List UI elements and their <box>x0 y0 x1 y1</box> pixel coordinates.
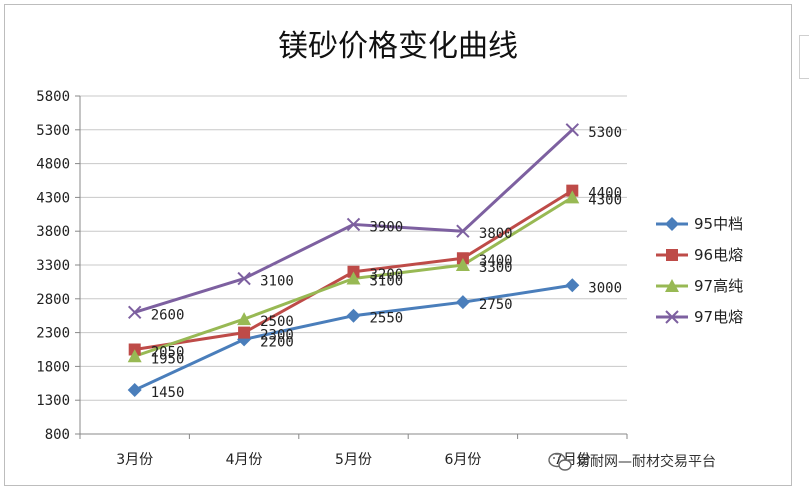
legend-marker <box>665 217 679 231</box>
data-label: 3400 <box>479 253 513 269</box>
legend-label: 97高纯 <box>694 277 743 295</box>
legend-item: 97高纯 <box>656 277 743 295</box>
data-point-marker <box>237 312 252 326</box>
data-label: 3300 <box>479 260 513 276</box>
marker-x-stroke <box>237 271 251 286</box>
data-point-marker <box>346 217 361 232</box>
data-label: 2750 <box>479 297 513 313</box>
data-point-marker <box>127 305 142 320</box>
y-tick-label: 2300 <box>36 326 70 342</box>
axes <box>75 95 628 439</box>
adjacent-panel-edge <box>799 35 809 79</box>
y-tick-label: 5800 <box>36 89 70 105</box>
data-label: 4400 <box>588 186 622 202</box>
marker-x-stroke <box>665 310 679 324</box>
data-point-marker <box>456 224 470 238</box>
data-label: 3800 <box>479 226 513 242</box>
legend-marker <box>666 249 678 261</box>
data-label: 3100 <box>260 274 294 290</box>
wechat-icon <box>548 452 572 471</box>
y-tick-label: 1300 <box>36 393 70 409</box>
grid-lines <box>80 95 627 435</box>
data-point-marker <box>455 258 470 271</box>
marker-x-stroke <box>346 217 361 232</box>
y-tick-label: 800 <box>45 427 70 443</box>
data-label: 2300 <box>260 328 294 344</box>
y-tick-label: 4300 <box>36 190 70 206</box>
y-tick-label: 3800 <box>36 224 70 240</box>
y-tick-label: 2800 <box>36 292 70 308</box>
chart-title: 镁砂价格变化曲线 <box>278 29 518 64</box>
series-markers <box>127 123 580 398</box>
data-point-marker <box>565 190 580 204</box>
data-label: 1950 <box>151 351 185 367</box>
data-point-marker <box>346 308 361 323</box>
data-label: 3900 <box>370 219 404 235</box>
data-label: 2500 <box>260 314 294 330</box>
x-tick-label: 5月份 <box>335 452 372 468</box>
y-tick-label: 3300 <box>36 258 70 274</box>
series-line-4 <box>134 128 574 314</box>
data-label: 5300 <box>588 125 622 141</box>
legend-marker <box>665 310 679 324</box>
data-label: 2550 <box>370 311 404 327</box>
legend-label: 95中档 <box>694 215 743 233</box>
data-point-marker <box>565 278 580 293</box>
chart-frame <box>4 4 792 486</box>
marker-x-stroke <box>565 123 580 137</box>
data-point-marker <box>127 349 142 363</box>
legend-item: 97电熔 <box>656 308 743 326</box>
data-label: 2050 <box>151 345 185 361</box>
data-labels: 1450 2200 2550 2750 3000 2050 2300 3200 3400 4400… <box>151 125 622 401</box>
x-axis-ticks: 3月份 4月份 5月份 6月份 7月份 <box>116 452 591 468</box>
data-label: 3000 <box>588 280 622 296</box>
x-tick-label: 4月份 <box>226 452 263 468</box>
data-point-marker <box>455 295 470 310</box>
legend-label: 96电熔 <box>694 246 743 264</box>
x-tick-label: 6月份 <box>444 452 481 468</box>
data-point-marker <box>237 271 251 286</box>
data-point-marker <box>127 383 142 398</box>
watermark-text: 易耐网—耐材交易平台 <box>576 453 716 470</box>
y-tick-label: 5300 <box>36 123 70 139</box>
data-point-marker <box>565 123 580 137</box>
data-label: 3100 <box>370 274 404 290</box>
watermark: 易耐网—耐材交易平台 <box>548 452 716 471</box>
data-point-marker <box>238 326 251 339</box>
y-axis-ticks: 800 1300 1800 2300 2800 3300 3800 4300 4800 5300 5… <box>36 89 70 443</box>
marker-x-stroke <box>456 224 470 238</box>
legend-item: 95中档 <box>656 215 743 233</box>
legend-item: 96电熔 <box>656 246 743 264</box>
data-label: 4300 <box>588 192 622 208</box>
legend: 95中档 96电熔 97高纯 97电熔 <box>656 215 743 326</box>
y-tick-label: 1800 <box>36 359 70 375</box>
data-label: 2200 <box>260 334 294 350</box>
legend-marker <box>665 279 679 292</box>
y-tick-label: 4800 <box>36 157 70 173</box>
legend-label: 97电熔 <box>694 308 743 326</box>
data-label: 2600 <box>151 307 185 323</box>
x-tick-label: 3月份 <box>116 452 153 468</box>
data-point-marker <box>346 271 361 285</box>
data-label: 3200 <box>370 267 404 283</box>
marker-x-stroke <box>127 305 142 320</box>
data-label: 1450 <box>151 385 185 401</box>
